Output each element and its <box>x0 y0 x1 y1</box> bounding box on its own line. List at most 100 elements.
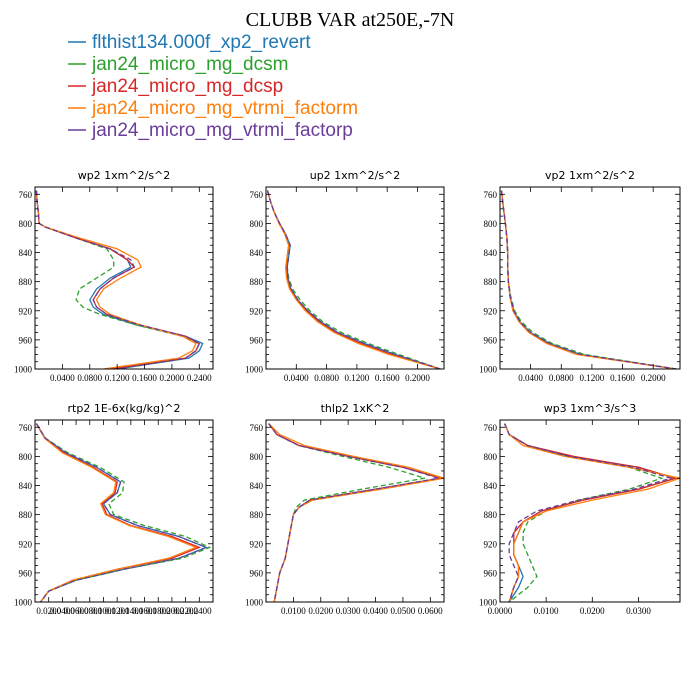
y-tick-label: 840 <box>19 481 33 491</box>
x-tick-label: 0.1200 <box>580 373 605 383</box>
y-tick-label: 880 <box>484 510 498 520</box>
series-line <box>266 190 441 369</box>
x-tick-label: 0.1200 <box>105 373 130 383</box>
series-line <box>35 423 212 602</box>
series-line <box>35 190 204 369</box>
y-tick-label: 960 <box>484 568 498 578</box>
legend-label: jan24_micro_mg_vtrmi_factorp <box>91 120 353 141</box>
y-tick-label: 960 <box>250 568 264 578</box>
y-tick-label: 760 <box>19 190 33 200</box>
legend: flthist134.000f_xp2_revertjan24_micro_mg… <box>68 32 358 141</box>
x-tick-label: 0.0200 <box>308 606 333 616</box>
x-tick-label: 0.0400 <box>518 373 543 383</box>
legend-item: jan24_micro_mg_vtrmi_factorm <box>68 98 358 119</box>
y-tick-label: 760 <box>484 190 498 200</box>
y-tick-label: 800 <box>250 452 264 462</box>
panel-title: vp2 1xm^2/s^2 <box>545 169 635 182</box>
legend-label: jan24_micro_mg_dcsm <box>91 54 288 75</box>
series-line <box>500 190 677 369</box>
series-line <box>504 423 674 602</box>
y-tick-label: 840 <box>250 248 264 258</box>
figure-title: CLUBB VAR at250E,-7N <box>246 9 455 31</box>
x-tick-label: 0.2000 <box>160 373 185 383</box>
series-line <box>268 423 439 602</box>
y-tick-label: 880 <box>250 277 264 287</box>
y-tick-label: 760 <box>250 423 264 433</box>
panel-1: wp2 1xm^2/s^2 760 800 840 880 920 960 1000 0.040… <box>14 169 214 383</box>
legend-item: jan24_micro_mg_dcsm <box>68 54 288 75</box>
y-tick-label: 880 <box>250 510 264 520</box>
x-tick-label: 0.0400 <box>284 373 309 383</box>
plot-frame <box>499 419 681 603</box>
x-tick-label: 0.1200 <box>345 373 370 383</box>
x-tick-label: 0.0300 <box>626 606 651 616</box>
x-tick-label: 0.1800 <box>146 606 171 616</box>
x-tick-label: 0.2000 <box>641 373 666 383</box>
x-tick-label: 0.0100 <box>534 606 559 616</box>
x-tick-label: 0.0400 <box>50 606 75 616</box>
legend-label: flthist134.000f_xp2_revert <box>92 32 311 53</box>
y-tick-label: 920 <box>19 539 33 549</box>
series-line <box>268 423 425 602</box>
y-tick-label: 960 <box>484 335 498 345</box>
x-tick-label: 0.0800 <box>314 373 339 383</box>
y-tick-label: 840 <box>250 481 264 491</box>
y-tick-label: 920 <box>250 306 264 316</box>
panels-grid: wp2 1xm^2/s^2 760 800 840 880 920 960 1000 0.040… <box>14 169 681 616</box>
series-group <box>504 423 680 602</box>
panel-3: vp2 1xm^2/s^2 760 800 840 880 920 960 1000 0.040… <box>479 169 681 383</box>
y-tick-label: 840 <box>484 248 498 258</box>
series-group <box>35 190 204 369</box>
x-tick-label: 0.0200 <box>36 606 61 616</box>
series-line <box>35 190 197 369</box>
series-group <box>35 423 212 602</box>
legend-item: flthist134.000f_xp2_revert <box>68 32 311 53</box>
y-tick-label: 760 <box>484 423 498 433</box>
y-tick-label: 1000 <box>14 598 33 608</box>
y-tick-label: 1000 <box>479 365 498 375</box>
x-tick-label: 0.2400 <box>187 606 212 616</box>
y-tick-label: 760 <box>19 423 33 433</box>
y-tick-label: 920 <box>484 306 498 316</box>
series-line <box>500 190 677 369</box>
panel-4: rtp2 1E-6x(kg/kg)^2 760 800 840 880 920 960 100… <box>14 402 214 616</box>
x-tick-label: 0.0500 <box>391 606 416 616</box>
y-tick-label: 1000 <box>245 598 264 608</box>
series-line <box>266 190 441 369</box>
x-tick-label: 0.0600 <box>418 606 443 616</box>
x-tick-label: 0.2200 <box>173 606 198 616</box>
x-tick-label: 0.1600 <box>132 606 157 616</box>
legend-item: jan24_micro_mg_vtrmi_factorp <box>68 120 353 141</box>
plot-frame <box>34 419 214 603</box>
x-tick-label: 0.0800 <box>77 606 102 616</box>
x-tick-label: 0.1200 <box>105 606 130 616</box>
series-line <box>35 423 208 602</box>
plot-frame <box>499 186 681 370</box>
series-line <box>500 190 677 369</box>
x-tick-label: 0.1600 <box>610 373 635 383</box>
panel-title: wp2 1xm^2/s^2 <box>78 169 171 182</box>
y-tick-label: 1000 <box>479 598 498 608</box>
x-tick-label: 0.1000 <box>91 606 116 616</box>
x-tick-label: 0.0400 <box>363 606 388 616</box>
y-tick-label: 880 <box>484 277 498 287</box>
series-line <box>504 423 678 602</box>
y-tick-label: 800 <box>484 219 498 229</box>
series-line <box>500 190 677 369</box>
series-group <box>500 190 677 369</box>
y-tick-label: 920 <box>19 306 33 316</box>
series-group <box>266 190 441 369</box>
y-tick-label: 800 <box>484 452 498 462</box>
y-tick-label: 880 <box>19 277 33 287</box>
series-line <box>504 423 664 602</box>
x-tick-label: 0.2400 <box>187 373 212 383</box>
x-tick-label: 0.0300 <box>336 606 361 616</box>
legend-item: jan24_micro_mg_dcsp <box>68 76 283 97</box>
series-line <box>504 423 680 602</box>
x-tick-label: 0.0200 <box>580 606 605 616</box>
x-tick-label: 0.1600 <box>132 373 157 383</box>
series-line <box>266 190 441 369</box>
x-tick-label: 0.0800 <box>549 373 574 383</box>
y-tick-label: 840 <box>484 481 498 491</box>
